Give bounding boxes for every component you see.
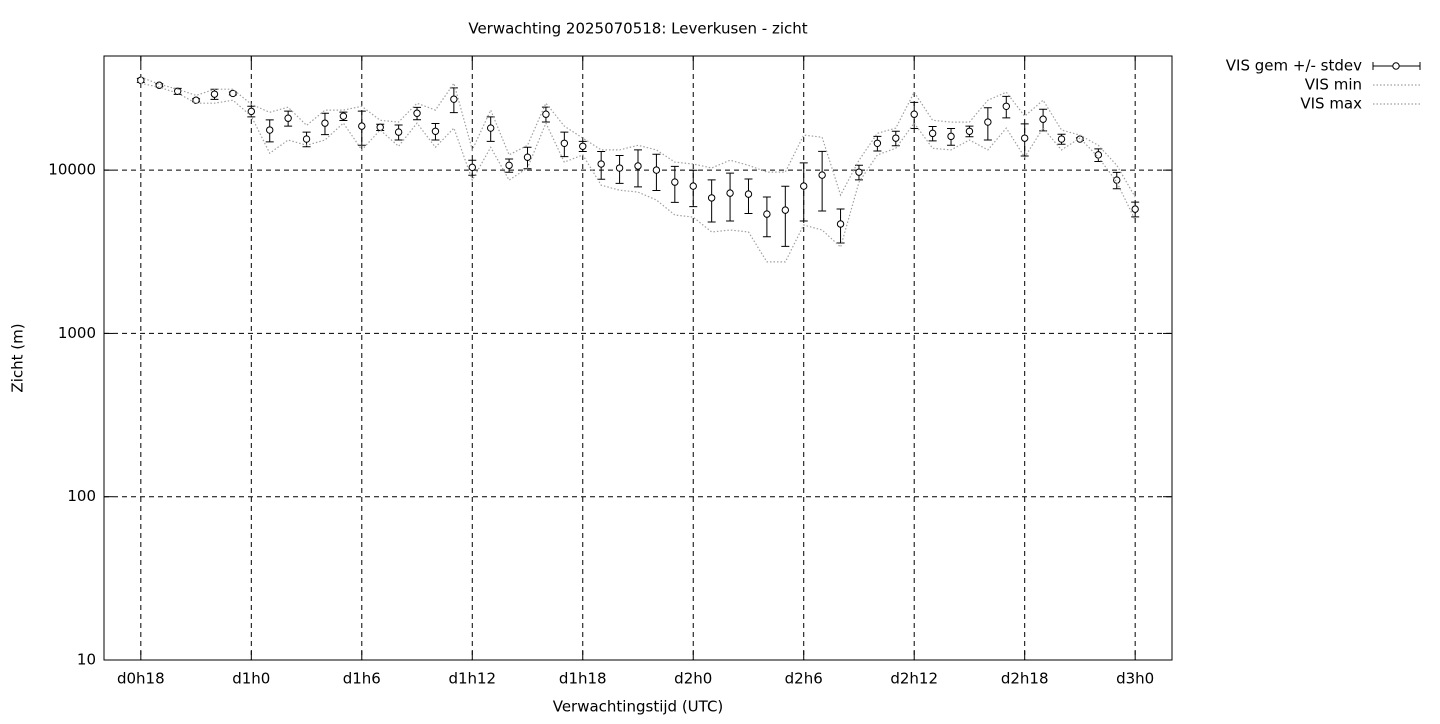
data-point [486, 124, 495, 132]
data-point [284, 114, 292, 122]
x-tick-label: d3h0 [1116, 670, 1154, 688]
chart-title: Verwachting 2025070518: Leverkusen - zic… [468, 20, 807, 38]
data-point [376, 123, 384, 131]
data-point [1039, 115, 1047, 123]
data-point [707, 194, 716, 202]
data-point [947, 132, 955, 141]
data-point [1131, 205, 1139, 213]
data-point [468, 163, 476, 172]
y-tick-label: 10 [77, 651, 96, 669]
data-point [1057, 135, 1066, 143]
data-point [339, 112, 348, 120]
y-tick-label: 100 [67, 487, 96, 505]
data-point [523, 153, 532, 161]
data-point [560, 139, 569, 147]
data-point [634, 162, 642, 170]
y-tick-label: 1000 [58, 324, 96, 342]
error-bar [726, 172, 735, 222]
data-point [836, 220, 845, 228]
data-point [744, 190, 753, 198]
x-tick-label: d0h18 [117, 670, 165, 688]
data-point [615, 164, 624, 172]
x-tick-label: d1h12 [448, 670, 496, 688]
x-tick-label: d1h0 [232, 670, 270, 688]
data-point [266, 126, 274, 134]
data-point [358, 122, 366, 130]
data-point [726, 189, 734, 197]
y-tick-label: 10000 [48, 161, 96, 179]
data-point [1002, 102, 1010, 110]
data-point [505, 161, 513, 170]
error-bar [799, 162, 808, 222]
plot-border [103, 55, 1173, 661]
data-point [321, 119, 329, 127]
data-point [1020, 134, 1029, 142]
data-point [431, 127, 440, 135]
data-point [597, 160, 605, 168]
error-bar [781, 185, 790, 247]
data-point [855, 168, 863, 176]
x-tick-label: d1h6 [343, 670, 381, 688]
series-line [140, 76, 1136, 198]
data-point [763, 210, 771, 218]
data-point [781, 206, 790, 214]
data-point [873, 139, 882, 147]
data-point [229, 89, 237, 98]
data-point [800, 182, 808, 190]
data-point [910, 110, 918, 118]
data-point [450, 95, 458, 103]
data-point [137, 76, 145, 84]
data-point [984, 118, 992, 126]
data-point [413, 109, 421, 117]
data-point [579, 142, 587, 150]
data-point [394, 128, 403, 136]
y-axis-label: Zicht (m) [9, 323, 27, 392]
data-point [1076, 135, 1084, 143]
data-point [652, 166, 661, 174]
legend-label: VIS gem +/- stdev [1226, 57, 1362, 75]
error-bar [818, 150, 827, 212]
x-tick-label: d2h6 [785, 670, 823, 688]
x-axis-label: Verwachtingstijd (UTC) [553, 698, 724, 716]
data-point [1113, 176, 1121, 184]
data-point [302, 135, 311, 143]
data-point [210, 90, 219, 98]
data-point [818, 171, 826, 179]
data-point [892, 134, 900, 142]
x-tick-label: d2h18 [1001, 670, 1049, 688]
data-point [928, 129, 937, 138]
data-point [671, 178, 679, 186]
legend-label: VIS min [1305, 76, 1362, 94]
series-line [140, 82, 1136, 263]
x-tick-label: d2h0 [674, 670, 712, 688]
data-point [247, 107, 256, 116]
data-point [173, 87, 182, 95]
data-point [965, 127, 974, 135]
data-point [542, 110, 550, 118]
legend-symbol [1392, 62, 1400, 70]
data-point [689, 182, 697, 190]
x-tick-label: d1h18 [559, 670, 607, 688]
legend-label: VIS max [1300, 95, 1362, 113]
x-tick-label: d2h12 [890, 670, 938, 688]
